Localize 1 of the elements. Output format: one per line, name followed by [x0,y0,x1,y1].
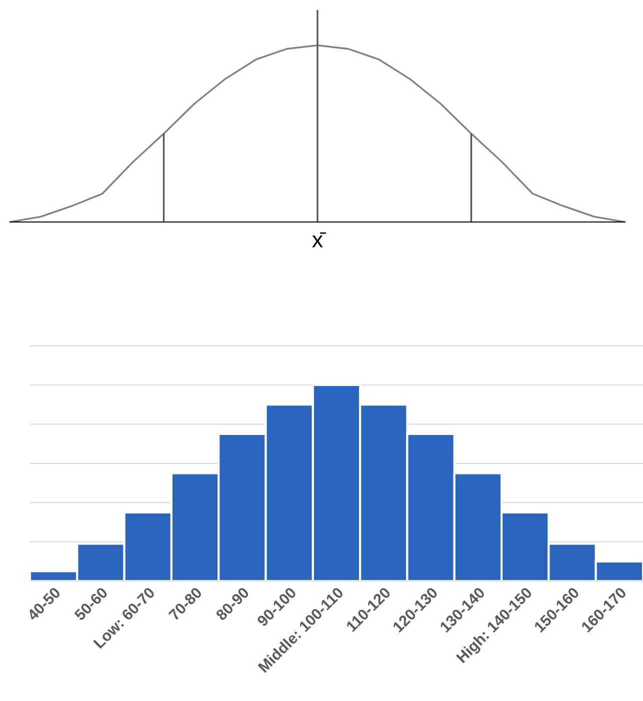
text: x̄ [312,232,326,248]
